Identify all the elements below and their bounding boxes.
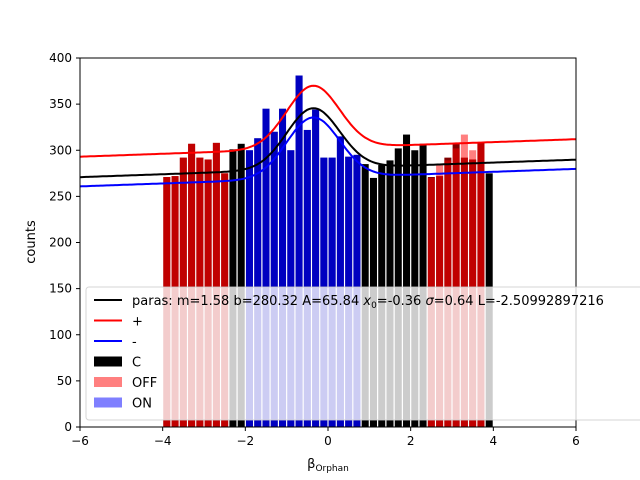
bar-ON xyxy=(262,108,270,428)
bar-ON xyxy=(279,108,287,428)
legend-patch-OFF xyxy=(94,377,122,387)
x-tick-label: 4 xyxy=(490,434,498,448)
y-tick-label: 250 xyxy=(49,189,72,203)
x-tick-label: −6 xyxy=(71,434,89,448)
bar-C xyxy=(237,143,245,428)
bar-ON xyxy=(270,131,278,428)
y-tick-label: 0 xyxy=(64,420,72,434)
y-tick-label: 100 xyxy=(49,328,72,342)
legend-label-minus: - xyxy=(132,335,137,350)
axis-ticks: −6 −4 −2 0 2 4 6 0 50 100 150 200 250 300 350 400 xyxy=(49,51,580,448)
y-axis-label: counts xyxy=(24,220,39,264)
bar-OFF xyxy=(212,142,220,427)
legend-text: paras: m=1.58 b=280.32 A=65.84 xyxy=(132,294,363,309)
y-tick-label: 150 xyxy=(49,282,72,296)
legend-label-fit: paras: m=1.58 b=280.32 A=65.84 x0=-0.36 … xyxy=(132,294,604,311)
bar-OFF xyxy=(477,143,485,428)
bar-C xyxy=(419,143,427,428)
legend-label-ON: ON xyxy=(132,397,152,412)
y-tick-label: 400 xyxy=(49,51,72,65)
x-axis-label: βOrphan xyxy=(307,457,349,474)
plus-curve xyxy=(79,84,577,158)
legend-label-OFF: OFF xyxy=(132,376,157,391)
fit-curve xyxy=(79,107,576,179)
bar-ON xyxy=(312,109,320,427)
legend-math-x: x xyxy=(362,294,371,309)
x-tick-label: −2 xyxy=(236,434,254,448)
legend-label-plus: + xyxy=(132,315,143,330)
y-tick-label: 200 xyxy=(49,236,72,250)
bar-ON xyxy=(295,75,303,427)
x-tick-label: 2 xyxy=(407,434,415,448)
legend-math-sigma: σ xyxy=(425,294,434,309)
legend-label-C: C xyxy=(132,356,141,371)
bar-OFF xyxy=(188,143,196,428)
x-axis-label-subscript: Orphan xyxy=(315,464,348,474)
x-tick-label: 0 xyxy=(324,434,332,448)
y-tick-label: 50 xyxy=(57,374,72,388)
x-tick-label: 6 xyxy=(572,434,580,448)
legend-text: =0.64 L=-2.50992897216 xyxy=(434,294,604,309)
bar-ON xyxy=(254,138,262,427)
legend-box xyxy=(85,286,640,421)
bar-C xyxy=(403,134,411,427)
minus-curve xyxy=(79,116,577,188)
x-tick-label: −4 xyxy=(154,434,172,448)
bar-OFF xyxy=(460,134,468,427)
legend: paras: m=1.58 b=280.32 A=65.84 x0=-0.36 … xyxy=(85,286,640,421)
legend-patch-ON xyxy=(94,397,122,408)
legend-math-subscript: 0 xyxy=(371,301,377,311)
x-axis-label-base: β xyxy=(307,457,315,472)
legend-patch-C xyxy=(94,356,122,367)
bar-ON xyxy=(303,129,311,427)
y-tick-label: 300 xyxy=(49,143,72,157)
y-tick-label: 350 xyxy=(49,97,72,111)
bar-ON xyxy=(336,136,344,427)
legend-text: =-0.36 xyxy=(377,294,426,309)
